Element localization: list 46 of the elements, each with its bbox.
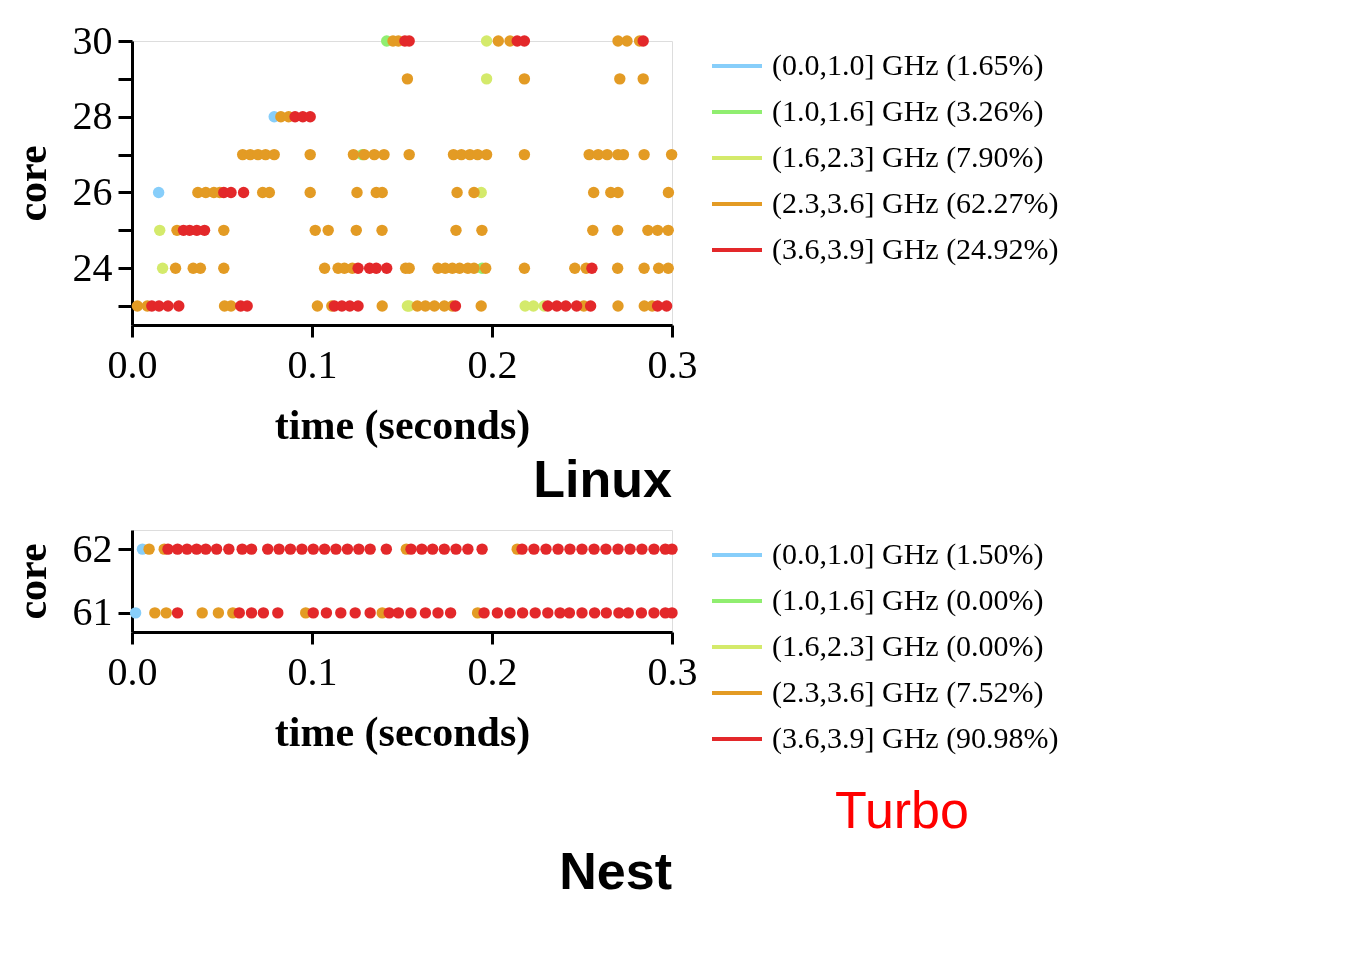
point: [173, 300, 185, 312]
x-tick-label: 0.0: [107, 341, 158, 387]
legend-label: (0.0,1.0] GHz (1.50%): [772, 537, 1044, 571]
y-tick-label: 61: [72, 589, 113, 635]
legend-label: (1.6,2.3] GHz (0.00%): [772, 629, 1044, 663]
point: [352, 262, 364, 274]
point: [381, 262, 393, 274]
legend-label: (2.3,3.6] GHz (7.52%): [772, 675, 1044, 709]
y-axis-title: core: [8, 543, 55, 620]
y-axis-title: core: [8, 145, 55, 222]
point: [152, 186, 165, 199]
y-tick-label: 28: [72, 93, 113, 139]
point: [560, 300, 572, 312]
legend-label: (3.6,3.9] GHz (90.98%): [772, 721, 1059, 755]
x-tick-label: 0.3: [647, 341, 698, 387]
legend-label: (1.6,2.3] GHz (7.90%): [772, 140, 1044, 174]
y-tick-label: 26: [72, 168, 113, 214]
point: [584, 300, 597, 312]
text: Nest: [559, 842, 672, 900]
point: [586, 262, 598, 274]
x-tick-label: 0.2: [467, 341, 518, 387]
point: [480, 73, 493, 85]
point: [162, 300, 174, 312]
point: [570, 300, 583, 312]
legend-label: (0.0,1.0] GHz (1.65%): [772, 48, 1044, 82]
x-tick-label: 0.1: [287, 648, 338, 694]
text: Turbo: [835, 781, 969, 839]
point: [637, 35, 649, 47]
point: [237, 186, 250, 199]
legend-label: (3.6,3.9] GHz (24.92%): [772, 232, 1059, 266]
point: [154, 224, 166, 237]
y-tick-label: 62: [72, 525, 113, 571]
x-tick-label: 0.0: [107, 648, 158, 694]
y-tick-label: 30: [72, 17, 113, 63]
y-tick-label: 24: [72, 244, 113, 290]
x-axis-title: time (seconds): [274, 708, 531, 756]
legend-label: (2.3,3.6] GHz (62.27%): [772, 186, 1059, 220]
legend-label: (1.0,1.6] GHz (3.26%): [772, 94, 1044, 128]
legend-label: (1.0,1.6] GHz (0.00%): [772, 583, 1044, 617]
text: Linux: [533, 450, 673, 508]
point: [156, 262, 169, 274]
x-tick-label: 0.1: [287, 341, 338, 387]
x-tick-label: 0.3: [647, 648, 698, 694]
x-axis-title: time (seconds): [274, 401, 531, 449]
x-tick-label: 0.2: [467, 648, 518, 694]
point: [480, 35, 493, 47]
